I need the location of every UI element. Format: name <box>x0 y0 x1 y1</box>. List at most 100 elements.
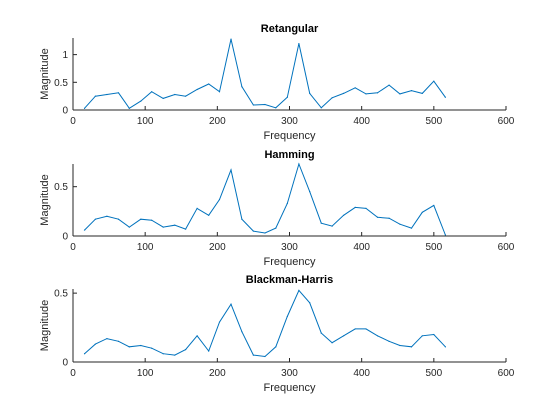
series-line <box>84 162 446 236</box>
x-tick-label: 500 <box>425 242 442 253</box>
data-point <box>275 346 277 348</box>
x-tick-label: 500 <box>425 116 442 127</box>
x-tick-label: 400 <box>353 368 370 379</box>
data-point <box>410 346 413 348</box>
x-tick-label: 100 <box>137 116 154 127</box>
x-tick-label: 400 <box>353 242 370 253</box>
data-point <box>343 92 345 94</box>
data-point <box>184 95 187 97</box>
data-point <box>196 207 198 209</box>
data-point <box>140 218 142 220</box>
data-point <box>264 232 266 234</box>
chart-title: Retangular <box>261 23 319 35</box>
data-point <box>343 335 345 337</box>
data-point <box>218 198 221 201</box>
subplot-2: 0 100 200 300 400 500 600 0 0.5 Hamming Frequency M… <box>39 149 515 268</box>
data-point <box>230 38 232 40</box>
x-tick-label: 200 <box>209 116 226 127</box>
data-point <box>444 96 446 98</box>
x-tick-label: 0 <box>70 368 76 379</box>
x-tick-label: 600 <box>498 242 515 253</box>
data-point <box>174 93 176 96</box>
x-tick-label: 100 <box>137 242 154 253</box>
data-point <box>184 349 187 351</box>
x-tick-label: 300 <box>281 368 298 379</box>
data-point <box>264 355 266 358</box>
x-axis-title: Frequency <box>264 382 316 394</box>
series-line <box>84 289 446 358</box>
data-point <box>151 219 153 221</box>
x-tick-label: 200 <box>209 242 226 253</box>
data-point <box>117 218 120 220</box>
data-point <box>275 107 277 109</box>
data-point <box>128 226 130 228</box>
y-axis-title: Magnitude <box>39 174 51 225</box>
data-point <box>433 80 435 82</box>
series-line <box>84 38 446 109</box>
x-tick-label: 200 <box>209 368 226 379</box>
data-point <box>410 90 413 92</box>
data-point <box>388 217 390 219</box>
data-point <box>252 230 255 232</box>
data-point <box>117 92 120 94</box>
data-point <box>320 332 322 334</box>
data-point <box>241 331 243 333</box>
data-point <box>241 86 243 88</box>
y-axis-title: Magnitude <box>39 300 51 351</box>
data-point <box>298 42 300 45</box>
data-point <box>365 93 367 95</box>
data-point <box>83 107 86 109</box>
y-tick-label: 0.5 <box>54 78 68 89</box>
data-point <box>365 328 367 330</box>
data-point <box>252 104 255 106</box>
data-point <box>298 163 300 165</box>
x-axis-title: Frequency <box>264 130 316 142</box>
data-point <box>376 216 379 218</box>
data-point <box>399 223 401 225</box>
data-point <box>354 328 356 330</box>
data-point <box>354 206 356 208</box>
data-point <box>433 333 435 336</box>
subplot-1: 0 100 200 300 400 500 600 0 0.5 1 Retangular Freque… <box>39 23 515 142</box>
data-point <box>208 350 210 352</box>
data-point <box>444 346 446 348</box>
data-point <box>286 202 288 205</box>
data-point <box>128 107 130 109</box>
x-tick-label: 500 <box>425 368 442 379</box>
x-tick-label: 400 <box>353 116 370 127</box>
data-point <box>94 343 96 345</box>
data-point <box>331 342 333 344</box>
data-point <box>421 335 423 337</box>
data-point <box>151 91 153 93</box>
data-point <box>83 229 86 231</box>
data-point <box>331 97 333 99</box>
data-point <box>94 95 96 97</box>
data-point <box>286 96 288 98</box>
x-tick-label: 600 <box>498 116 515 127</box>
data-point <box>162 226 164 228</box>
data-point <box>117 340 120 342</box>
chart-title: Blackman-Harris <box>246 274 333 286</box>
y-tick-label: 0.5 <box>54 289 68 300</box>
data-point <box>286 315 288 318</box>
data-point <box>241 218 243 220</box>
data-point <box>354 87 356 89</box>
data-point <box>320 107 322 109</box>
data-point <box>275 227 277 229</box>
chart-title: Hamming <box>264 149 314 161</box>
data-point <box>230 169 232 171</box>
data-point <box>184 228 187 230</box>
data-point <box>309 191 311 193</box>
data-point <box>106 215 108 217</box>
x-tick-label: 100 <box>137 368 154 379</box>
y-tick-label: 1 <box>62 50 68 61</box>
y-axis-title: Magnitude <box>39 48 51 99</box>
data-point <box>421 211 423 213</box>
data-point <box>365 207 367 209</box>
data-point <box>83 353 86 355</box>
data-point <box>196 88 198 91</box>
data-point <box>399 344 401 347</box>
data-point <box>140 344 142 347</box>
data-point <box>162 97 164 99</box>
